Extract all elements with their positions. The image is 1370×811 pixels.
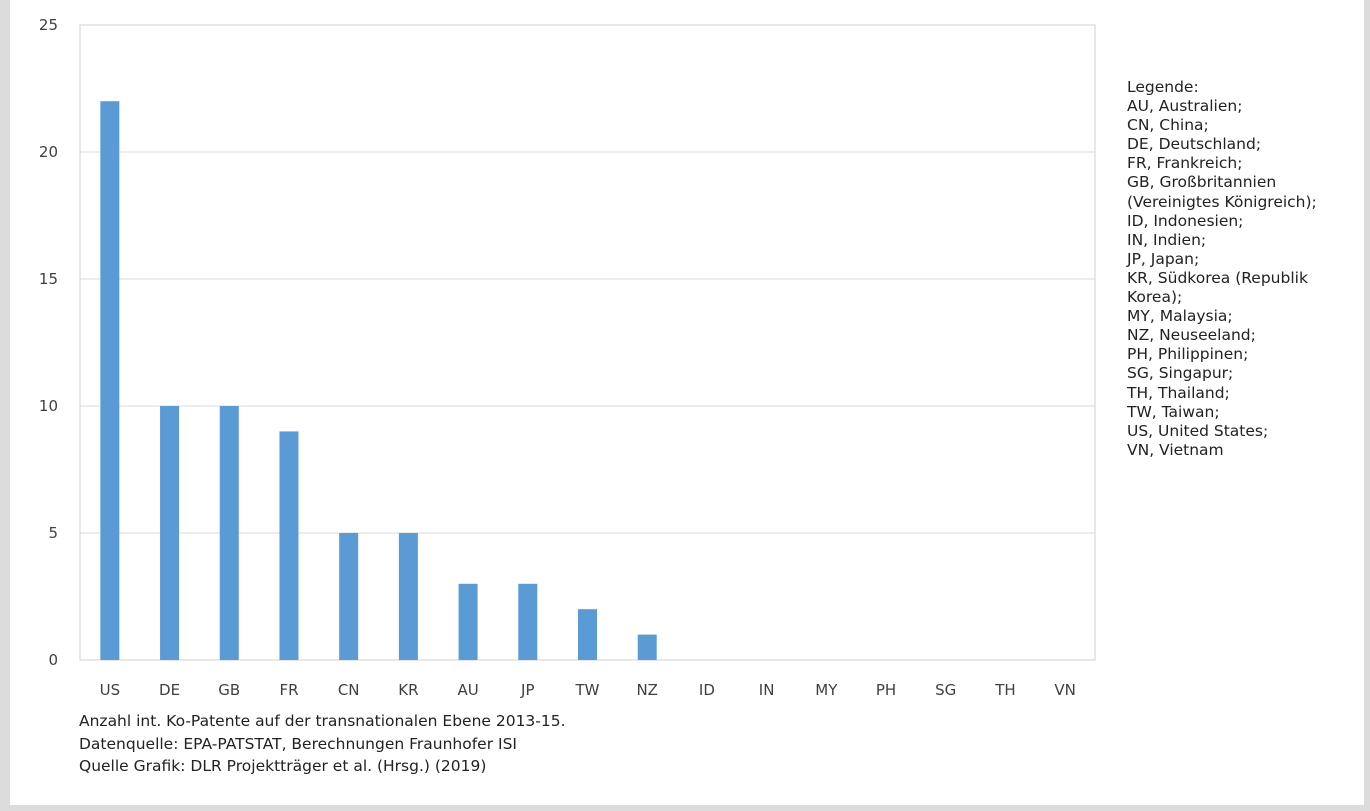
caption-line-data-source: Datenquelle: EPA-PATSTAT, Berechnungen F… [79, 734, 517, 753]
x-tick-label: TH [994, 681, 1015, 699]
bar-cn [339, 533, 359, 660]
y-tick-label: 20 [39, 143, 58, 161]
x-tick-label: DE [159, 681, 180, 699]
bar-tw [578, 609, 597, 660]
bar-nz [637, 634, 657, 660]
bar-kr [398, 533, 418, 660]
bar-fr [279, 431, 299, 660]
legend-item: NZ, Neuseeland; [1127, 326, 1256, 345]
x-tick-label: CN [338, 681, 360, 699]
legend-items: AU, Australien; CN, China; DE, Deutschland… [1127, 97, 1367, 460]
caption: Anzahl int. Ko-Patente auf der transnati… [79, 710, 566, 778]
x-tick-label: TW [575, 681, 600, 699]
x-tick-label: NZ [636, 681, 658, 699]
y-tick-label: 15 [39, 270, 58, 288]
x-tick-label: SG [935, 681, 956, 699]
x-axis-ticks: US DE GB FR CN KR AU JP TW NZ ID IN MY PH SG TH VN [100, 681, 1076, 699]
y-tick-label: 10 [39, 397, 58, 415]
legend-item: JP, Japan; [1127, 249, 1200, 268]
legend-item: DE, Deutschland; [1127, 135, 1262, 154]
legend: Legende: AU, Australien; CN, China; DE, De… [1127, 78, 1367, 460]
caption-line-title: Anzahl int. Ko-Patente auf der transnati… [79, 712, 566, 730]
x-tick-label: FR [279, 681, 298, 699]
y-axis-ticks: 0 5 10 15 20 25 [39, 16, 58, 669]
x-tick-label: US [100, 681, 121, 699]
bar-au [458, 583, 478, 660]
legend-item: GB, Großbritannien (Vereinigtes Königrei… [1127, 173, 1317, 211]
bars [100, 101, 657, 660]
legend-item: KR, Südkorea (Republik Korea); [1127, 268, 1308, 307]
y-tick-label: 5 [48, 524, 58, 542]
legend-item: ID, Indonesien; [1127, 211, 1244, 230]
legend-item: IN, Indien; [1127, 230, 1207, 249]
bar-jp [518, 583, 538, 660]
y-tick-label: 0 [48, 651, 58, 669]
legend-item: US, United States; [1127, 421, 1269, 440]
x-tick-label: ID [699, 681, 715, 699]
x-tick-label: JP [520, 681, 534, 699]
legend-item: TH, Thailand; [1127, 383, 1230, 402]
bar-de [160, 406, 180, 660]
bar-us [100, 101, 120, 660]
caption-line-graphic-source: Quelle Grafik: DLR Projektträger et al. … [79, 757, 487, 775]
legend-item: SG, Singapur; [1127, 364, 1234, 383]
x-tick-label: PH [876, 681, 896, 699]
legend-item: AU, Australien; [1127, 97, 1243, 116]
x-tick-label: AU [457, 681, 478, 699]
bar-gb [219, 406, 239, 660]
legend-item: CN, China; [1127, 116, 1209, 135]
legend-item: TW, Taiwan; [1127, 402, 1220, 421]
legend-item: MY, Malaysia; [1127, 307, 1233, 326]
legend-heading: Legende: [1127, 78, 1199, 96]
legend-item: FR, Frankreich; [1127, 154, 1243, 173]
legend-item: VN, Vietnam [1127, 440, 1224, 459]
x-tick-label: MY [815, 681, 838, 699]
y-tick-label: 25 [39, 16, 58, 34]
legend-item: PH, Philippinen; [1127, 345, 1249, 364]
x-tick-label: VN [1054, 681, 1075, 699]
x-tick-label: KR [398, 681, 418, 699]
x-tick-label: IN [759, 681, 775, 699]
x-tick-label: GB [218, 681, 240, 699]
